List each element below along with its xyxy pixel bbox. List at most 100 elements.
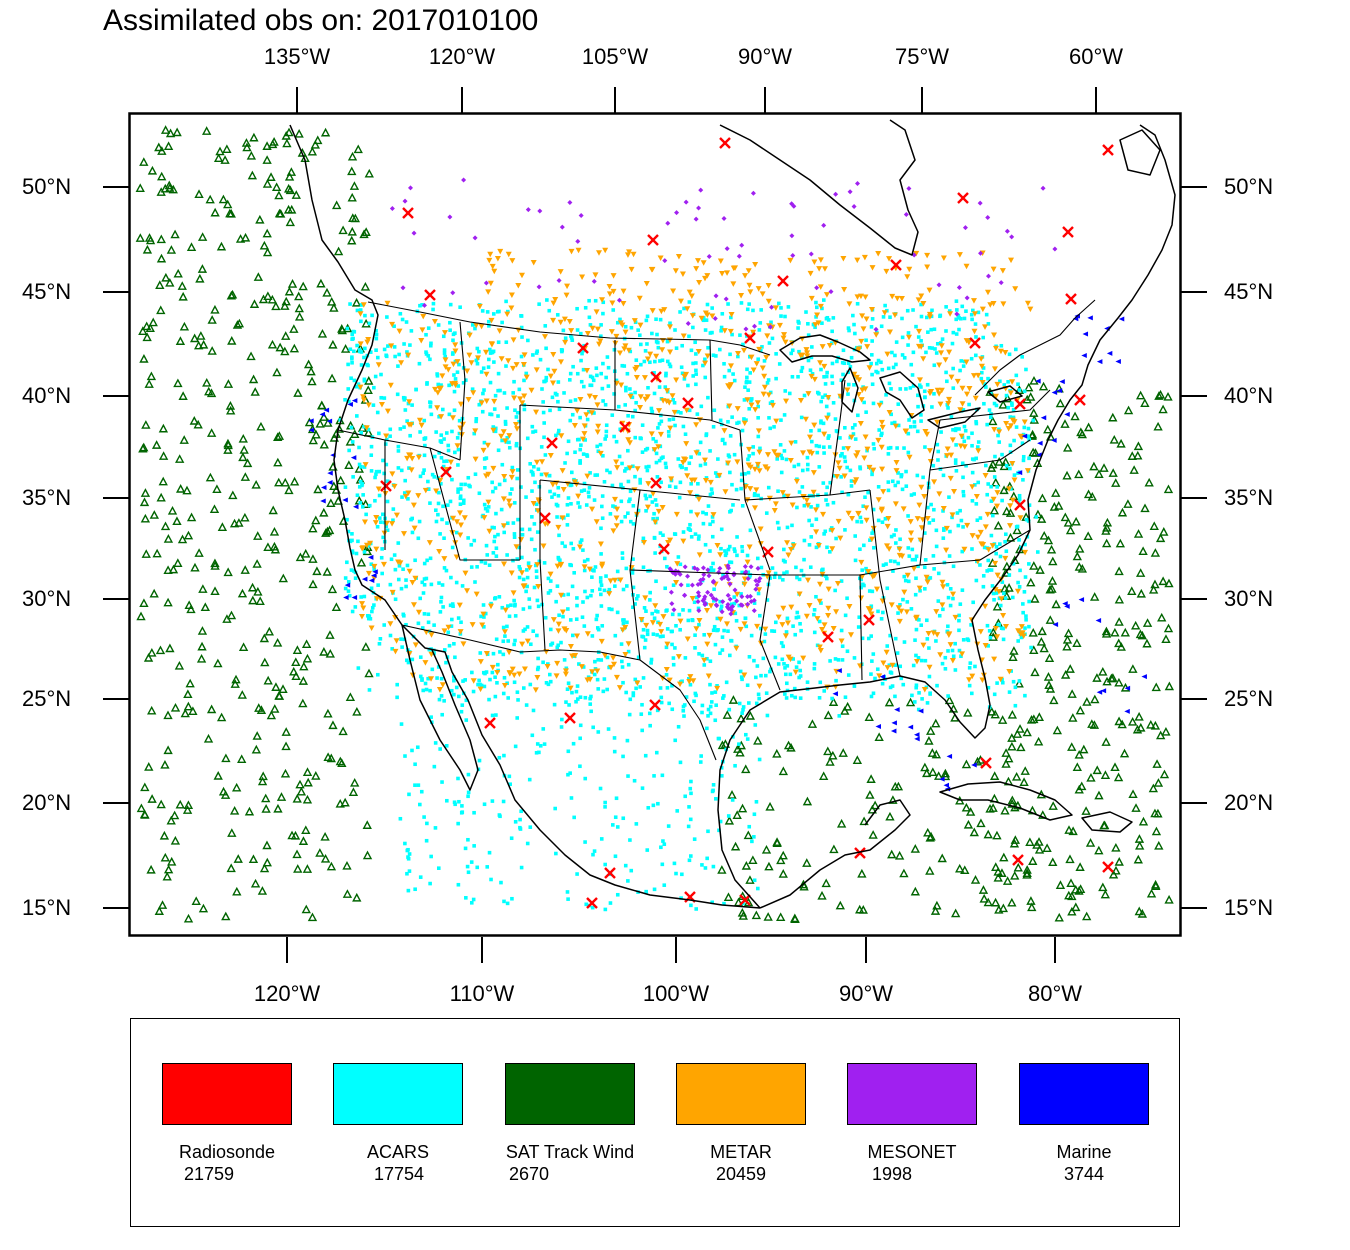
mesonet-marker xyxy=(725,592,731,598)
mesonet-marker xyxy=(769,304,775,310)
acars-marker xyxy=(575,697,580,701)
metar-marker xyxy=(597,541,604,548)
metar-marker xyxy=(616,350,623,356)
acars-marker xyxy=(996,433,1000,438)
acars-marker xyxy=(508,492,513,496)
sat-track-wind-marker xyxy=(1114,677,1124,687)
metar-marker xyxy=(555,621,562,628)
acars-marker xyxy=(548,579,553,583)
metar-marker xyxy=(940,255,947,262)
acars-marker xyxy=(392,553,397,557)
sat-track-wind-marker xyxy=(927,748,938,757)
metar-marker xyxy=(636,295,643,302)
acars-marker xyxy=(985,623,990,628)
metar-marker xyxy=(1002,555,1009,562)
acars-marker xyxy=(814,545,819,550)
acars-marker xyxy=(612,736,617,740)
metar-marker xyxy=(412,575,419,582)
acars-marker xyxy=(1017,497,1022,501)
acars-marker xyxy=(790,523,794,528)
metar-marker xyxy=(741,576,748,583)
metar-marker xyxy=(611,577,618,584)
acars-marker xyxy=(574,699,578,704)
acars-marker xyxy=(607,607,612,611)
metar-marker xyxy=(966,385,973,392)
sat-track-wind-marker xyxy=(1026,714,1037,724)
acars-marker xyxy=(890,479,895,484)
acars-marker xyxy=(568,334,573,338)
acars-marker xyxy=(864,410,868,414)
acars-marker xyxy=(490,670,495,675)
metar-marker xyxy=(540,543,547,550)
acars-marker xyxy=(452,800,457,805)
sat-track-wind-marker xyxy=(184,600,194,610)
acars-marker xyxy=(589,383,594,388)
sat-track-wind-marker xyxy=(262,840,272,850)
metar-marker xyxy=(508,474,515,481)
sat-track-wind-marker xyxy=(1109,434,1119,444)
metar-marker xyxy=(625,641,632,647)
acars-marker xyxy=(937,613,942,618)
acars-marker xyxy=(421,591,426,595)
metar-marker xyxy=(667,349,674,356)
radiosonde-marker xyxy=(1014,499,1026,511)
metar-marker xyxy=(999,268,1006,274)
sat-track-wind-marker xyxy=(1042,843,1052,853)
metar-marker xyxy=(948,452,955,459)
metar-marker xyxy=(899,553,906,560)
acars-marker xyxy=(751,451,755,456)
acars-marker xyxy=(602,479,607,484)
metar-marker xyxy=(875,437,882,444)
metar-marker xyxy=(680,538,687,545)
metar-marker xyxy=(994,503,1001,510)
acars-marker xyxy=(396,577,401,582)
acars-marker xyxy=(983,382,987,386)
metar-marker xyxy=(626,465,633,471)
acars-marker xyxy=(825,370,829,375)
acars-marker xyxy=(719,765,724,770)
acars-marker xyxy=(343,576,348,580)
metar-marker xyxy=(477,686,484,693)
acars-marker xyxy=(388,434,392,439)
sat-track-wind-marker xyxy=(1001,748,1011,757)
acars-marker xyxy=(469,860,474,864)
sat-track-wind-marker xyxy=(201,126,212,135)
acars-marker xyxy=(527,527,532,532)
acars-marker xyxy=(904,387,908,391)
mesonet-marker xyxy=(616,297,622,303)
acars-marker xyxy=(933,347,937,351)
mesonet-marker xyxy=(702,602,708,608)
sat-track-wind-marker xyxy=(1055,398,1066,408)
metar-marker xyxy=(365,402,372,408)
acars-marker xyxy=(959,654,963,659)
acars-marker xyxy=(612,749,617,754)
metar-marker xyxy=(722,489,729,495)
acars-marker xyxy=(732,601,737,606)
metar-marker xyxy=(626,440,633,446)
metar-marker xyxy=(825,613,832,619)
acars-marker xyxy=(693,633,697,637)
sat-track-wind-marker xyxy=(1033,736,1044,746)
acars-marker xyxy=(729,639,734,643)
acars-marker xyxy=(772,575,777,580)
metar-marker xyxy=(481,515,488,521)
acars-marker xyxy=(628,519,633,524)
radiosonde-marker xyxy=(402,207,414,219)
acars-marker xyxy=(466,536,470,540)
acars-marker xyxy=(994,551,998,556)
acars-marker xyxy=(721,696,725,700)
acars-marker xyxy=(568,378,572,382)
acars-marker xyxy=(555,503,560,508)
metar-marker xyxy=(513,544,520,550)
acars-marker xyxy=(839,454,843,458)
acars-marker xyxy=(608,901,613,905)
state-lines-west xyxy=(337,321,741,661)
metar-marker xyxy=(1018,624,1025,630)
acars-marker xyxy=(677,495,682,500)
sat-track-wind-marker xyxy=(1029,645,1039,654)
acars-marker xyxy=(711,783,716,787)
metar-marker xyxy=(997,676,1004,683)
sat-track-wind-marker xyxy=(1043,535,1054,545)
acars-marker xyxy=(665,339,670,344)
acars-marker xyxy=(708,549,712,553)
